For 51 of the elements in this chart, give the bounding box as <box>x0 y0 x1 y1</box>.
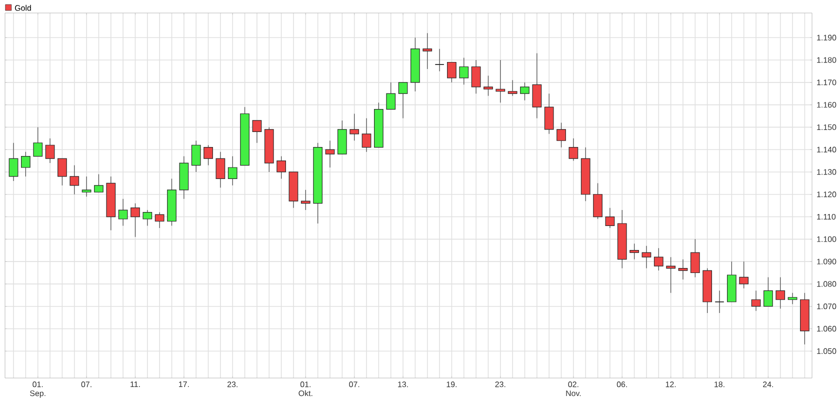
candlestick <box>714 290 724 314</box>
candlestick <box>568 138 578 162</box>
candlestick <box>204 144 213 166</box>
candlestick <box>520 82 530 101</box>
candlestick <box>70 164 80 195</box>
candlestick <box>508 80 518 96</box>
candlestick <box>216 152 226 188</box>
candlestick <box>447 62 456 83</box>
candlestick <box>593 182 602 220</box>
candlestick <box>434 48 444 72</box>
candlestick <box>630 243 639 260</box>
candlestick <box>130 203 140 238</box>
candlestick <box>386 82 396 110</box>
candlestick <box>484 75 493 96</box>
candlestick <box>33 126 43 157</box>
candlestick <box>45 138 55 164</box>
candlestick <box>678 259 688 280</box>
candlestick <box>362 118 372 152</box>
candlestick <box>118 198 128 226</box>
candlestick <box>532 53 542 119</box>
candlestick <box>642 246 652 269</box>
candlestick <box>276 156 286 180</box>
candlestick <box>459 57 469 85</box>
candlestick <box>154 212 164 228</box>
candlestick <box>654 248 664 271</box>
candlestick <box>142 210 152 226</box>
candlestick <box>228 156 238 186</box>
candlestick <box>739 261 749 289</box>
candlestick <box>58 158 67 186</box>
candlestick <box>82 176 92 197</box>
candlestick <box>21 152 30 177</box>
candlestick <box>8 142 18 182</box>
candlestick <box>776 276 786 309</box>
candlestick <box>764 276 773 307</box>
candlestick <box>191 140 201 172</box>
candlestick <box>690 238 700 278</box>
candlestick <box>556 122 566 148</box>
candlestick <box>300 190 310 210</box>
candlestick <box>350 113 360 141</box>
candlestick <box>605 208 615 228</box>
candlestick <box>94 174 104 192</box>
candlestick <box>544 93 554 134</box>
candlestick <box>398 82 408 119</box>
candlestick <box>666 256 676 294</box>
candlestick <box>471 60 481 94</box>
candlestick <box>252 120 262 144</box>
candlestick <box>325 140 335 168</box>
candlestick <box>496 60 506 103</box>
candlestick <box>788 292 798 304</box>
candlestick <box>422 32 432 70</box>
candlestick <box>751 290 761 312</box>
